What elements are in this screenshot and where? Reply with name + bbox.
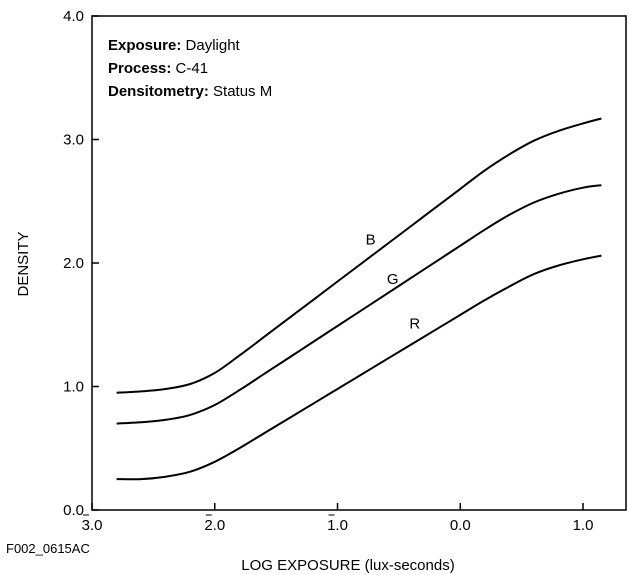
info-value: Daylight — [181, 37, 240, 54]
curve-r — [116, 254, 602, 481]
curve-g — [116, 184, 602, 425]
x-tick-label: 3.0 — [82, 517, 103, 534]
y-tick-label: 2.0 — [63, 255, 84, 272]
x-tick-label: 0.0 — [450, 517, 471, 534]
x-tick-label: 2.0 — [204, 517, 225, 534]
curve-b — [116, 117, 602, 394]
info-line-exposure: Exposure: Daylight — [108, 37, 241, 54]
y-tick-label: 4.0 — [63, 8, 84, 25]
x-axis-ticks: 3.0 2.0 1.0 0.0 1.0 — [82, 503, 594, 534]
y-tick-label: 3.0 — [63, 132, 84, 149]
info-line-process: Process: C-41 — [108, 60, 208, 77]
info-key: Densitometry: — [108, 83, 209, 100]
y-tick-label: 0.0 — [63, 502, 84, 519]
curve-label-b: B — [366, 231, 376, 248]
y-tick-label: 1.0 — [63, 379, 84, 396]
curve-label-g: G — [387, 271, 399, 288]
info-key: Exposure: — [108, 37, 181, 54]
info-value: C-41 — [171, 60, 208, 77]
y-axis-title: DENSITY — [15, 231, 32, 296]
curve-label-r: R — [409, 315, 420, 332]
x-tick-label: 1.0 — [327, 517, 348, 534]
info-box: Exposure: Daylight Process: C-41 Densito… — [108, 37, 272, 100]
info-value: Status M — [209, 83, 272, 100]
info-key: Process: — [108, 60, 171, 77]
figure-id: F002_0615AC — [6, 541, 90, 556]
x-axis-title: LOG EXPOSURE (lux-seconds) — [241, 557, 454, 574]
curves: B G R — [116, 117, 602, 481]
y-axis-ticks: 0.0 1.0 2.0 3.0 4.0 — [63, 8, 99, 519]
info-line-densitometry: Densitometry: Status M — [108, 83, 272, 100]
x-tick-label: 1.0 — [573, 517, 594, 534]
